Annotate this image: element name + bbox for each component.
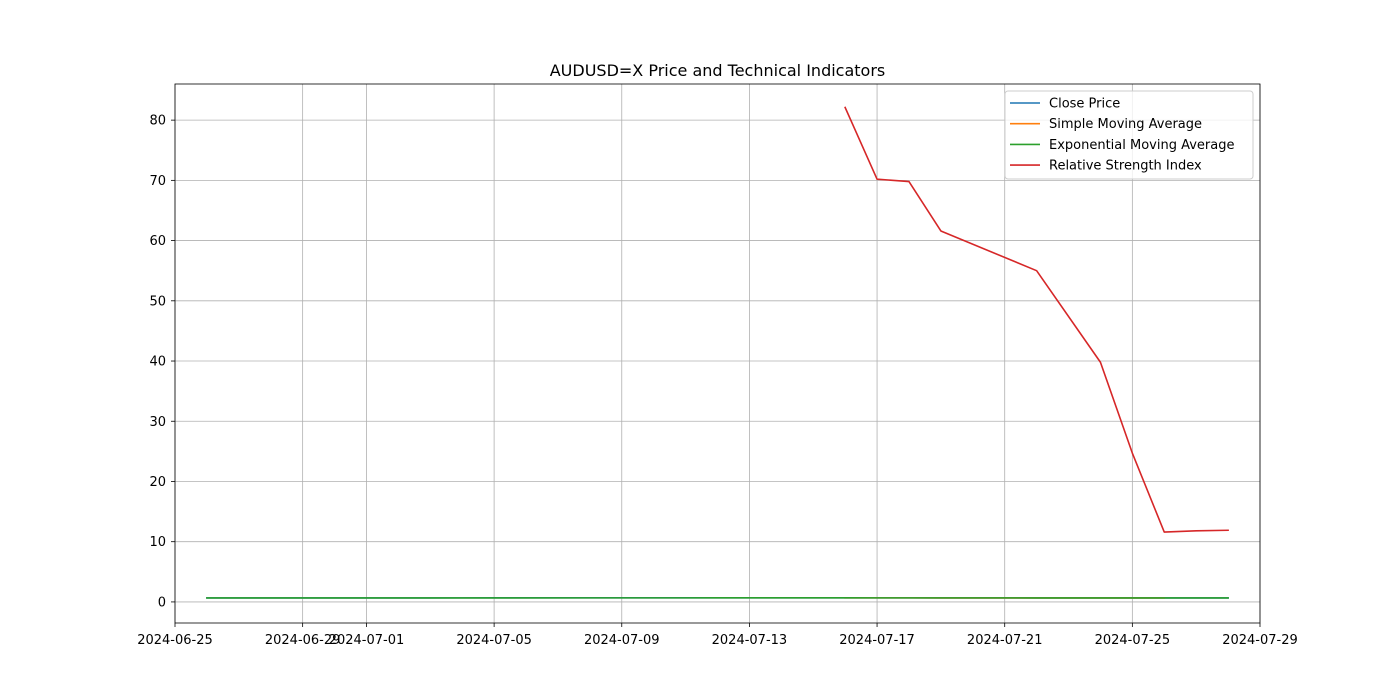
legend: Close Price Simple Moving Average Exponent… [1004,90,1254,180]
legend-box [1004,90,1254,180]
y-tick-label: 30 [149,415,166,430]
chart-title: AUDUSD=X Price and Technical Indicators [550,61,886,80]
x-tick-label: 2024-07-17 [839,633,915,648]
x-tick-label: 2024-07-09 [584,633,660,648]
legend-label: Relative Strength Index [1049,159,1202,174]
y-tick-label: 80 [149,114,166,129]
y-tick-label: 60 [149,234,166,249]
y-tick-label: 10 [149,535,166,550]
series-lines [206,106,1229,599]
x-tick-label: 2024-07-29 [1222,633,1298,648]
axes-frame [174,83,1261,624]
y-tick-label: 0 [158,595,166,610]
x-tick-label: 2024-06-29 [265,633,341,648]
y-tick-label: 70 [149,174,166,189]
x-tick-label: 2024-07-21 [967,633,1043,648]
y-tick-label: 50 [149,294,166,309]
legend-label: Simple Moving Average [1049,117,1202,132]
x-tick-label: 2024-07-25 [1095,633,1171,648]
series-line-relative-strength-index [844,106,1229,533]
legend-label: Close Price [1049,97,1120,112]
x-tick-label: 2024-07-13 [712,633,788,648]
x-tick-label: 2024-07-01 [329,633,405,648]
x-tick-label: 2024-06-25 [137,633,213,648]
legend-label: Exponential Moving Average [1049,138,1235,153]
y-tick-label: 40 [149,355,166,370]
x-tick-label: 2024-07-05 [456,633,532,648]
y-tick-label: 20 [149,475,166,490]
